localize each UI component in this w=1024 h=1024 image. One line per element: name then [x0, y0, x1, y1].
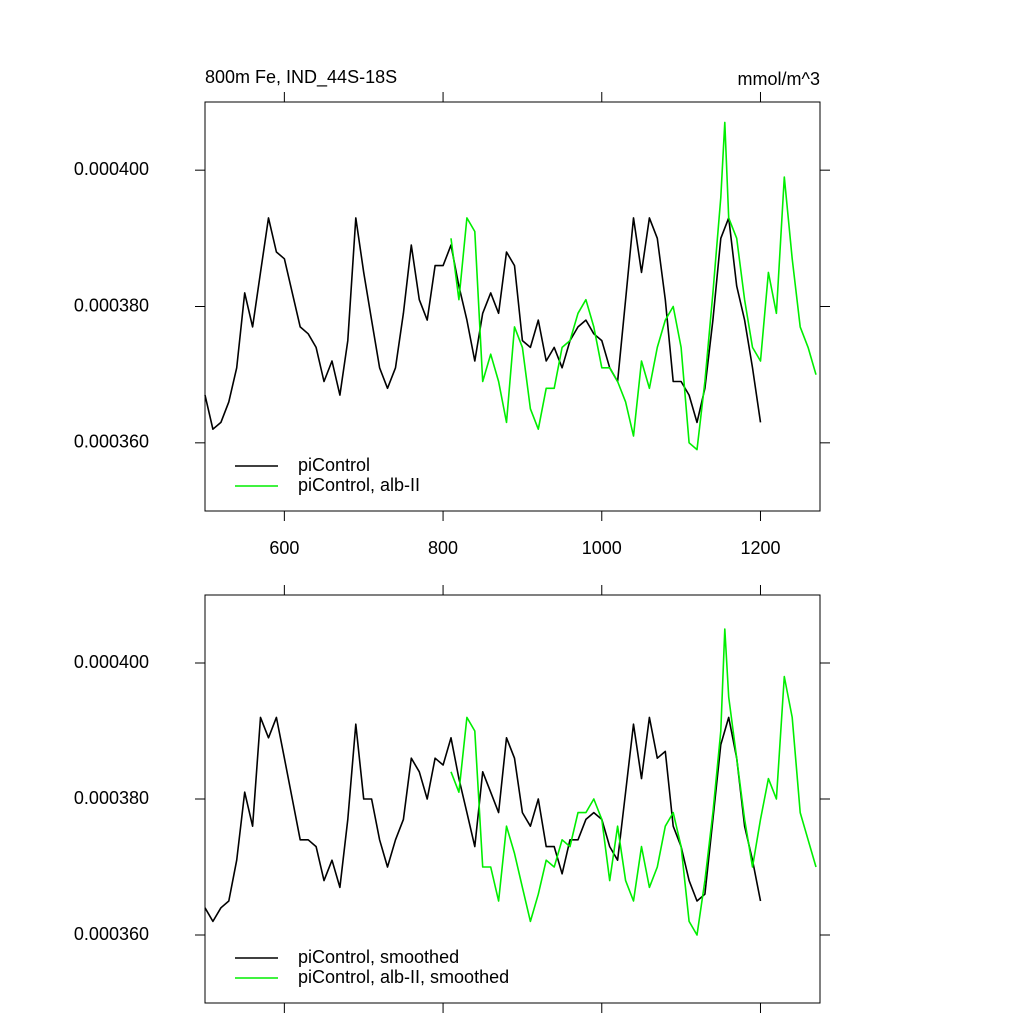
y-tick-label: 0.000400 — [74, 159, 149, 179]
legend-label: piControl, smoothed — [298, 947, 459, 967]
y-tick-label: 0.000360 — [74, 924, 149, 944]
plot-frame — [204, 594, 821, 1004]
y-tick-label: 0.000380 — [74, 788, 149, 808]
plot-frame — [204, 101, 821, 512]
x-tick-label: 800 — [428, 538, 458, 558]
y-tick-label: 0.000380 — [74, 295, 149, 315]
data-line — [450, 628, 817, 936]
data-line — [204, 217, 762, 430]
legend-label: piControl — [298, 455, 370, 475]
legend-label: piControl, alb-II, smoothed — [298, 967, 509, 987]
data-line — [450, 121, 817, 451]
x-tick-label: 1200 — [740, 538, 780, 558]
units-label: mmol/m^3 — [738, 69, 820, 89]
y-tick-label: 0.000400 — [74, 652, 149, 672]
x-tick-label: 1000 — [582, 538, 622, 558]
y-tick-label: 0.000360 — [74, 432, 149, 452]
legend-label: piControl, alb-II — [298, 475, 420, 495]
chart-title: 800m Fe, IND_44S-18S — [205, 67, 397, 88]
data-line — [204, 716, 762, 923]
x-tick-label: 600 — [269, 538, 299, 558]
